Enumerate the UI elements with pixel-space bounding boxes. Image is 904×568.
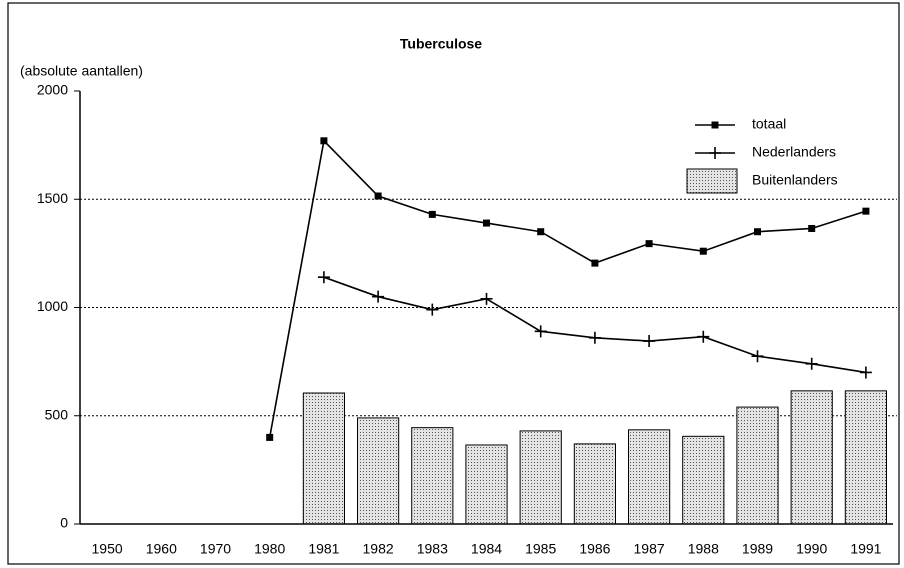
legend-swatch xyxy=(686,168,738,194)
x-tick-label: 1986 xyxy=(579,541,610,557)
bar xyxy=(736,406,779,525)
bar xyxy=(682,435,725,525)
chart-title: Tuberculose xyxy=(400,36,482,52)
marker xyxy=(699,247,707,255)
y-tick-label: 1500 xyxy=(37,190,68,206)
bar xyxy=(465,444,508,525)
y-tick-label: 0 xyxy=(60,515,68,531)
marker xyxy=(588,331,601,344)
x-tick-label: 1987 xyxy=(634,541,665,557)
legend-label: Buitenlanders xyxy=(752,172,838,188)
y-axis-label: (absolute aantallen) xyxy=(20,63,143,79)
marker xyxy=(534,325,547,338)
marker xyxy=(711,121,719,129)
marker xyxy=(483,219,490,227)
marker xyxy=(372,290,385,303)
marker xyxy=(374,192,382,200)
frame xyxy=(7,2,900,565)
marker xyxy=(643,335,656,348)
bar xyxy=(357,417,400,525)
line xyxy=(323,276,867,374)
legend-label: totaal xyxy=(752,116,786,132)
bar xyxy=(411,427,454,525)
marker xyxy=(645,240,653,248)
x-tick-label: 1991 xyxy=(850,541,881,557)
marker xyxy=(808,224,816,232)
y-tick-label: 500 xyxy=(45,406,69,422)
marker xyxy=(426,303,439,316)
x-tick-label: 1981 xyxy=(308,541,339,557)
marker xyxy=(428,210,436,218)
marker xyxy=(697,330,710,343)
x-tick-label: 1989 xyxy=(742,541,773,557)
marker xyxy=(709,147,721,159)
x-tick-label: 1960 xyxy=(146,541,177,557)
line xyxy=(268,139,867,438)
marker xyxy=(805,357,818,370)
x-tick-label: 1984 xyxy=(471,541,502,557)
bar xyxy=(519,430,562,525)
marker xyxy=(317,271,330,284)
marker xyxy=(862,207,870,215)
x-tick-label: 1985 xyxy=(525,541,556,557)
marker xyxy=(537,228,545,236)
legend-label: Nederlanders xyxy=(752,144,836,160)
y-tick-label: 1000 xyxy=(37,298,68,314)
x-tick-label: 1970 xyxy=(200,541,231,557)
x-tick-label: 1990 xyxy=(796,541,827,557)
marker xyxy=(859,366,872,379)
bar xyxy=(573,443,616,525)
marker xyxy=(751,350,764,363)
marker xyxy=(480,292,493,305)
bar xyxy=(628,429,671,525)
bar xyxy=(844,390,887,525)
x-tick-label: 1988 xyxy=(688,541,719,557)
y-tick-label: 2000 xyxy=(37,82,68,98)
bar xyxy=(790,390,833,525)
x-tick-label: 1950 xyxy=(92,541,123,557)
marker xyxy=(591,259,599,267)
x-tick-label: 1983 xyxy=(417,541,448,557)
marker xyxy=(320,137,328,145)
x-tick-label: 1980 xyxy=(254,541,285,557)
x-tick-label: 1982 xyxy=(363,541,394,557)
marker xyxy=(754,228,761,236)
bar xyxy=(302,392,345,525)
marker xyxy=(266,433,274,441)
